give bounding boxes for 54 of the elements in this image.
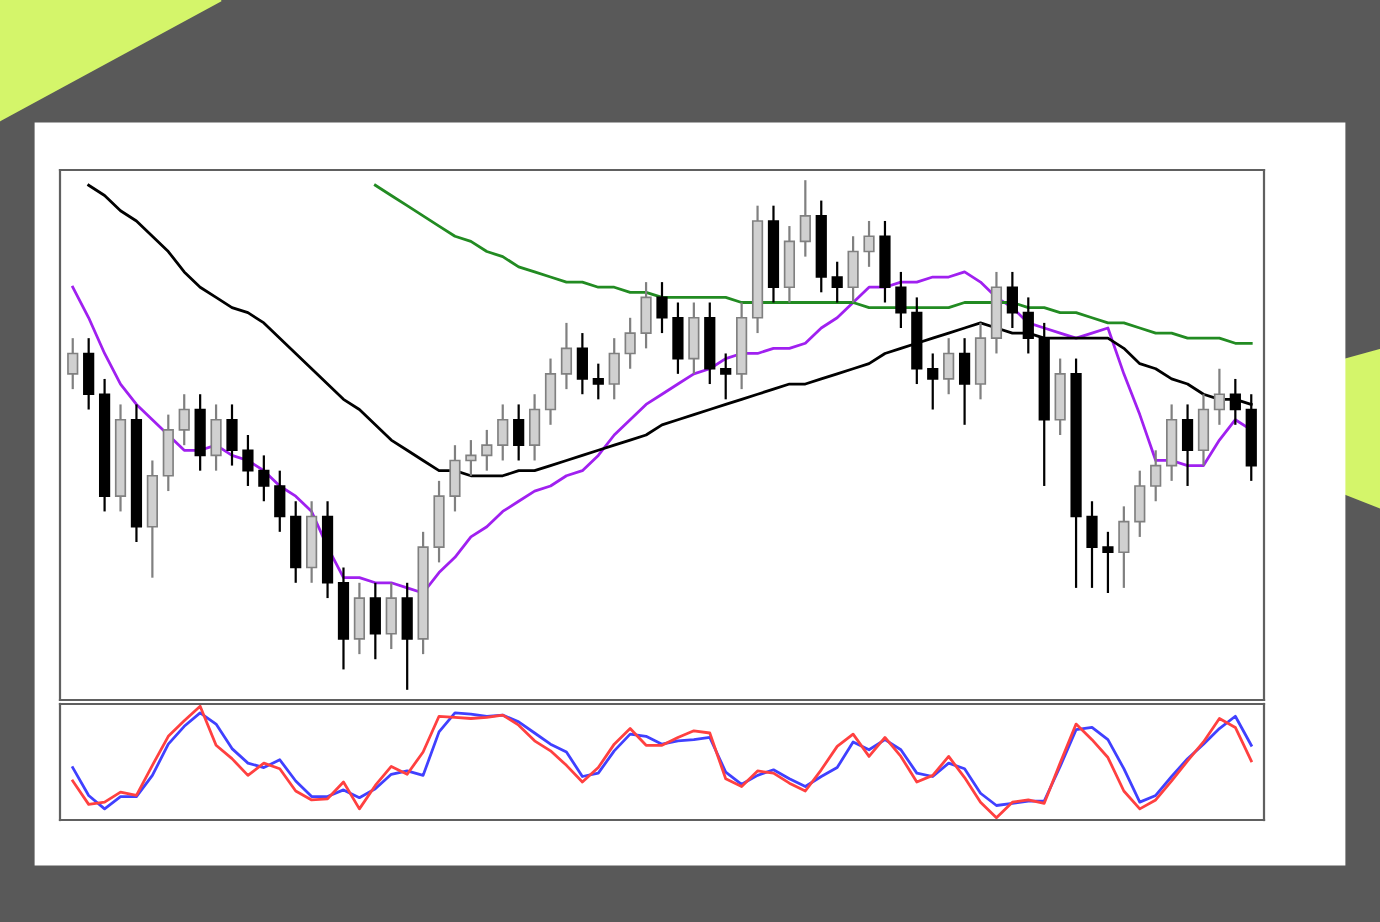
- candlestick: [688, 301, 700, 375]
- candlestick: [863, 219, 875, 268]
- candlestick: [242, 433, 254, 488]
- candlestick: [1054, 357, 1066, 437]
- candlestick: [178, 393, 190, 447]
- candlestick: [353, 581, 366, 656]
- candlestick: [927, 352, 939, 411]
- candlestick: [974, 321, 987, 401]
- candlestick: [720, 352, 732, 401]
- candlestick: [449, 444, 461, 513]
- candlestick: [162, 413, 174, 493]
- candlestick: [369, 581, 381, 661]
- candlestick: [1166, 403, 1178, 482]
- candlestick: [465, 438, 477, 477]
- candlestick: [847, 235, 859, 304]
- candlestick: [401, 581, 413, 691]
- candlestick: [513, 403, 525, 462]
- candlestick: [1086, 500, 1098, 589]
- candlestick: [210, 403, 222, 472]
- candlestick: [656, 281, 668, 335]
- candlestick: [1213, 367, 1226, 426]
- candlestick: [1150, 449, 1162, 503]
- candlestick: [640, 281, 652, 350]
- candlestick: [1229, 377, 1241, 426]
- candlestick: [799, 179, 811, 258]
- candlestick: [481, 428, 493, 472]
- candlestick: [1134, 469, 1146, 539]
- candlestick: [1022, 296, 1034, 355]
- candlestick: [274, 469, 286, 533]
- candlestick: [226, 403, 238, 467]
- candlestick: [783, 224, 796, 304]
- candlestick: [1102, 530, 1114, 595]
- candlestick: [608, 337, 620, 401]
- candlestick: [83, 337, 95, 411]
- candlestick: [67, 337, 79, 391]
- candlestick: [194, 393, 206, 472]
- candlestick: [544, 357, 557, 426]
- candlestick: [943, 337, 955, 396]
- candlestick: [895, 270, 907, 330]
- candlestick: [1181, 403, 1194, 488]
- candlestick: [1006, 270, 1018, 330]
- candlestick: [385, 581, 397, 651]
- candlestick: [528, 393, 541, 462]
- candlestick: [576, 331, 588, 396]
- candlestick: [624, 316, 636, 370]
- candlestick: [958, 337, 971, 426]
- candlestick: [497, 403, 509, 462]
- candlestick: [672, 301, 684, 375]
- candlestick: [831, 260, 843, 304]
- candlestick: [258, 454, 270, 503]
- candlestick: [1118, 505, 1130, 589]
- candlestick: [1197, 393, 1210, 467]
- candlestick: [560, 321, 573, 391]
- candlestick: [592, 362, 604, 401]
